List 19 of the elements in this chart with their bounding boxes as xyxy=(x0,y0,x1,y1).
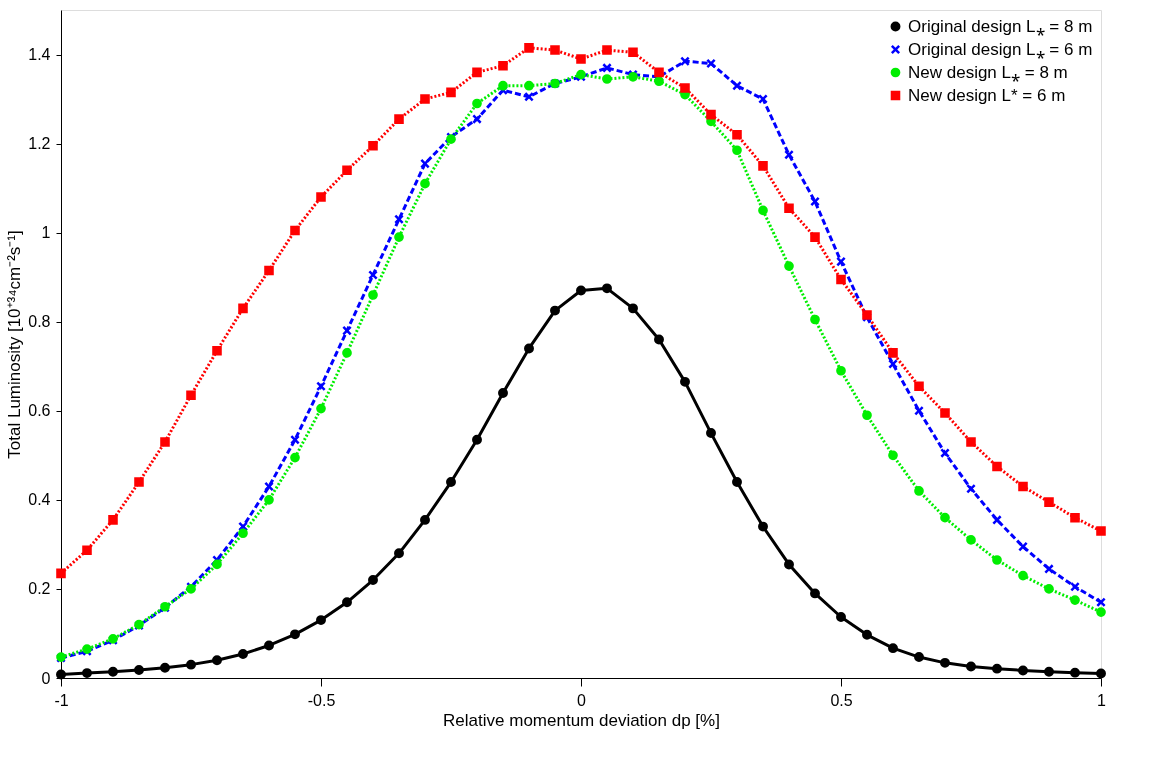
x-axis-title: Relative momentum deviation dp [%] xyxy=(443,710,720,730)
legend-label: Original design L⁎ = 6 m xyxy=(908,39,1093,59)
legend-label: New design L* = 6 m xyxy=(908,85,1066,105)
y-tick-label: 1 xyxy=(41,224,51,242)
y-tick-label: 0 xyxy=(41,669,51,687)
x-tick-label: 0 xyxy=(577,691,587,709)
x-tick-label: -1 xyxy=(54,691,69,709)
legend-label: New design L⁎ = 8 m xyxy=(908,62,1068,82)
y-tick-label: 1.2 xyxy=(28,135,51,153)
x-tick-label: 1 xyxy=(1097,691,1107,709)
y-tick-label: 1.4 xyxy=(28,46,51,64)
y-tick-label: 0.2 xyxy=(28,580,51,598)
x-tick-label: -0.5 xyxy=(307,691,336,709)
legend-label: Original design L⁎ = 8 m xyxy=(908,16,1093,36)
y-tick-label: 0.8 xyxy=(28,313,51,331)
y-axis-title: Total Luminosity [10⁺³⁴cm⁻²s⁻¹] xyxy=(5,230,25,459)
y-tick-label: 0.6 xyxy=(28,402,51,420)
x-tick-label: 0.5 xyxy=(830,691,853,709)
y-tick-label: 0.4 xyxy=(28,491,51,509)
